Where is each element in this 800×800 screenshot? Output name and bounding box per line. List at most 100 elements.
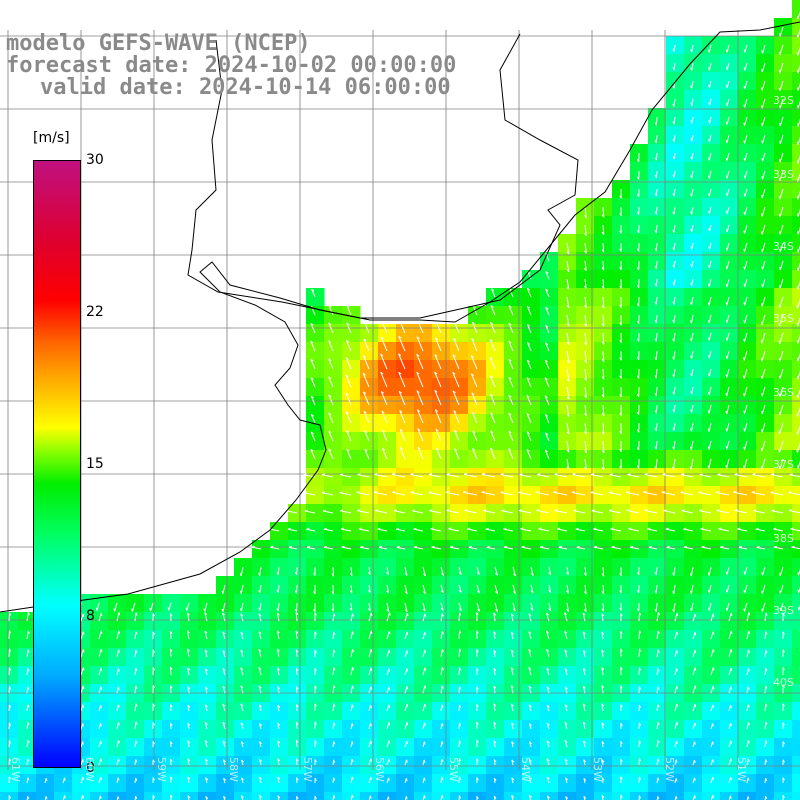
wind-arrow: [222, 631, 226, 640]
wind-cell: [414, 702, 433, 721]
wind-cell: [612, 540, 631, 559]
wind-arrow: [378, 546, 388, 550]
wind-arrow-head: [413, 545, 418, 548]
wind-arrow-head: [368, 608, 371, 612]
wind-arrow-head: [738, 546, 743, 548]
wind-arrow-head: [380, 336, 384, 340]
wind-arrow: [601, 722, 604, 730]
wind-cell: [18, 702, 37, 721]
wind-arrow: [564, 649, 568, 658]
wind-cell: [306, 756, 325, 775]
wind-cell: [270, 756, 289, 775]
wind-cell: [414, 522, 433, 541]
wind-arrow-head: [221, 608, 224, 612]
wind-cell: [288, 702, 307, 721]
wind-cell: [792, 18, 800, 37]
wind-arrow-head: [636, 465, 640, 469]
wind-cell: [396, 702, 415, 721]
wind-arrow-head: [446, 473, 450, 476]
wind-arrow-head: [761, 410, 763, 415]
wind-cell: [18, 630, 37, 649]
wind-arrow-head: [690, 355, 693, 359]
wind-arrow-head: [113, 608, 116, 612]
wind-cell: [738, 720, 757, 739]
colorbar-tick: 15: [86, 456, 104, 472]
wind-arrow: [566, 260, 570, 272]
wind-arrow: [610, 528, 622, 532]
wind-cell: [540, 774, 559, 793]
wind-arrow: [726, 152, 730, 162]
wind-arrow-head: [797, 607, 800, 611]
wind-arrow-head: [333, 741, 336, 745]
wind-cell: [558, 504, 577, 523]
wind-arrow-head: [756, 545, 760, 548]
wind-arrow-head: [796, 431, 798, 435]
wind-cell: [504, 360, 523, 379]
wind-arrow-head: [204, 668, 208, 672]
wind-arrow: [310, 448, 316, 460]
wind-arrow: [566, 278, 570, 290]
wind-arrow: [608, 491, 622, 496]
wind-cell: [360, 756, 379, 775]
wind-arrow-head: [459, 758, 462, 762]
wind-arrow-head: [747, 668, 750, 672]
wind-cell: [216, 774, 235, 793]
wind-arrow-head: [152, 741, 155, 745]
wind-arrow-head: [690, 428, 692, 432]
wind-arrow-head: [672, 301, 675, 305]
wind-arrow: [346, 449, 352, 460]
wind-arrow: [440, 602, 444, 611]
wind-arrow: [429, 474, 442, 478]
wind-arrow-head: [601, 741, 605, 745]
wind-arrow-head: [743, 338, 745, 342]
wind-arrow: [222, 584, 226, 594]
wind-arrow: [717, 474, 730, 478]
wind-arrow-head: [434, 371, 438, 375]
wind-arrow-head: [796, 358, 799, 362]
wind-arrow: [440, 685, 443, 694]
lon-label: 60W: [83, 757, 96, 782]
wind-arrow-head: [566, 449, 570, 453]
wind-cell: [486, 468, 505, 487]
wind-cell: [468, 324, 487, 343]
wind-arrow: [708, 440, 712, 450]
wind-arrow-head: [323, 527, 327, 530]
wind-arrow: [683, 528, 694, 532]
lon-label: 61W: [9, 757, 22, 782]
wind-cell: [360, 360, 379, 379]
wind-arrow: [489, 447, 496, 460]
wind-arrow-head: [406, 612, 409, 617]
wind-arrow-head: [778, 322, 781, 327]
wind-cell: [540, 756, 559, 775]
wind-cell: [720, 756, 739, 775]
wind-arrow-head: [638, 704, 642, 708]
wind-arrow: [700, 528, 712, 532]
wind-arrow-head: [662, 473, 666, 475]
wind-cell: [738, 648, 757, 667]
wind-arrow-head: [187, 740, 191, 744]
wind-arrow-head: [240, 703, 244, 707]
wind-arrow: [602, 440, 605, 453]
wind-cell: [396, 738, 415, 757]
wind-arrow: [726, 188, 730, 197]
wind-arrow-head: [440, 607, 444, 611]
wind-arrow-head: [528, 794, 532, 798]
wind-arrow-head: [708, 157, 710, 161]
wind-arrow: [708, 296, 712, 306]
wind-arrow-head: [791, 545, 795, 548]
wind-arrow-head: [694, 759, 696, 764]
wind-cell: [522, 756, 541, 775]
wind-arrow: [116, 722, 119, 730]
wind-arrow-head: [481, 490, 485, 493]
wind-arrow-head: [654, 608, 657, 613]
wind-arrow: [744, 44, 748, 53]
wind-arrow: [656, 668, 659, 676]
wind-arrow: [386, 584, 390, 594]
country-border: [187, 33, 579, 319]
wind-arrow: [544, 414, 550, 424]
wind-arrow-head: [472, 411, 476, 415]
wind-arrow-head: [694, 722, 696, 726]
wind-cell: [558, 702, 577, 721]
wind-arrow: [404, 602, 408, 612]
wind-arrow-head: [508, 358, 512, 362]
